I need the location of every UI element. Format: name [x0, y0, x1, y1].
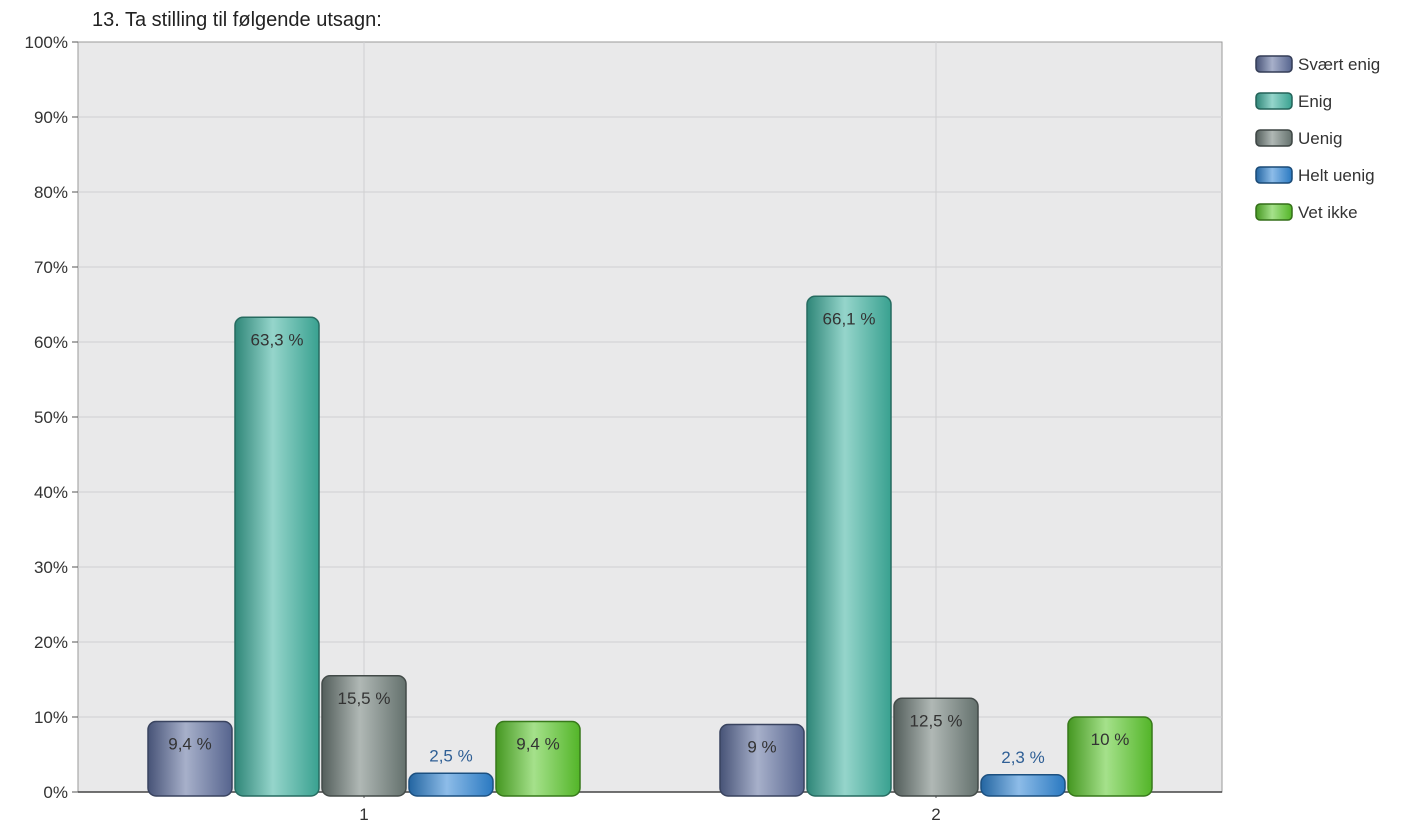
legend-swatch — [1255, 203, 1293, 221]
bar — [1067, 716, 1153, 797]
bar-data-label: 9,4 % — [168, 735, 211, 754]
y-tick-label: 0% — [43, 783, 68, 802]
y-tick-label: 10% — [34, 708, 68, 727]
bar-data-label: 63,3 % — [251, 330, 304, 349]
y-tick-label: 70% — [34, 258, 68, 277]
bar-data-label: 9 % — [747, 738, 776, 757]
bar — [806, 295, 892, 797]
bar-data-label: 9,4 % — [516, 735, 559, 754]
bar-data-label: 10 % — [1091, 730, 1130, 749]
x-tick-label: 2 — [931, 805, 940, 824]
y-tick-label: 50% — [34, 408, 68, 427]
bar — [893, 697, 979, 797]
legend-label: Uenig — [1298, 129, 1342, 148]
x-tick-label: 1 — [359, 805, 368, 824]
legend-swatch — [1255, 129, 1293, 147]
bar — [495, 720, 581, 797]
bar — [980, 774, 1066, 797]
legend-label: Vet ikke — [1298, 203, 1358, 222]
bar — [147, 720, 233, 797]
bar-data-label: 2,5 % — [429, 746, 472, 765]
legend-swatch — [1255, 55, 1293, 73]
y-axis: 0% 10% 20% 30% 40% 50% 60% 70% 80% 90% 100% — [25, 33, 78, 802]
chart-title: 13. Ta stilling til følgende utsagn: — [92, 9, 382, 31]
bar — [408, 772, 494, 797]
bar-data-label: 12,5 % — [910, 711, 963, 730]
legend-swatch — [1255, 166, 1293, 184]
legend-label: Svært enig — [1298, 55, 1380, 74]
y-tick-label: 40% — [34, 483, 68, 502]
legend-label: Helt uenig — [1298, 166, 1375, 185]
y-tick-label: 90% — [34, 108, 68, 127]
bar-data-label: 2,3 % — [1001, 748, 1044, 767]
bar-data-label: 66,1 % — [823, 309, 876, 328]
legend-swatch — [1255, 92, 1293, 110]
bar — [234, 316, 320, 797]
bar-data-label: 15,5 % — [338, 689, 391, 708]
legend: Svært enig Enig Uenig Helt uenig Vet ikke — [1255, 55, 1380, 222]
y-tick-label: 100% — [25, 33, 68, 52]
y-tick-label: 30% — [34, 558, 68, 577]
y-tick-label: 80% — [34, 183, 68, 202]
y-tick-label: 20% — [34, 633, 68, 652]
bar — [321, 675, 407, 797]
bars-group: 9,4 % 63,3 % 15,5 % 2,5 % 9,4 % 9 % 66,1 % 12,5… — [147, 295, 1153, 797]
y-tick-label: 60% — [34, 333, 68, 352]
legend-label: Enig — [1298, 92, 1332, 111]
bar — [719, 723, 805, 797]
